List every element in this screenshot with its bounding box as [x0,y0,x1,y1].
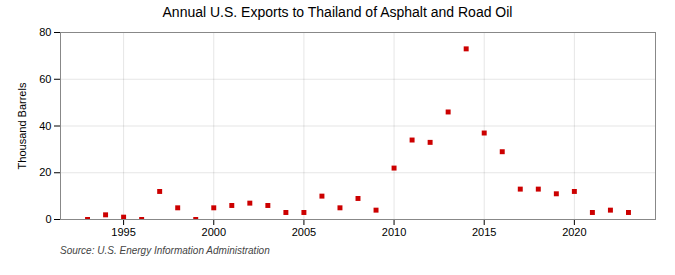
svg-text:20: 20 [39,166,51,178]
svg-text:40: 40 [39,120,51,132]
svg-text:2005: 2005 [292,226,316,238]
svg-text:0: 0 [45,213,51,225]
svg-text:2010: 2010 [382,226,406,238]
svg-text:2015: 2015 [472,226,496,238]
svg-text:Thousand Barrels: Thousand Barrels [16,82,28,169]
svg-text:2000: 2000 [202,226,226,238]
html-text:Annual U.S. Exports to Thailan: Annual U.S. Exports to Thailand of Aspha… [162,4,513,20]
html-text:Source: U.S. Energy Informatio: Source: U.S. Energy Information Administ… [60,245,270,256]
svg-text:2020: 2020 [562,226,586,238]
svg-text:80: 80 [39,26,51,38]
svg-text:60: 60 [39,73,51,85]
svg-text:1995: 1995 [111,226,135,238]
